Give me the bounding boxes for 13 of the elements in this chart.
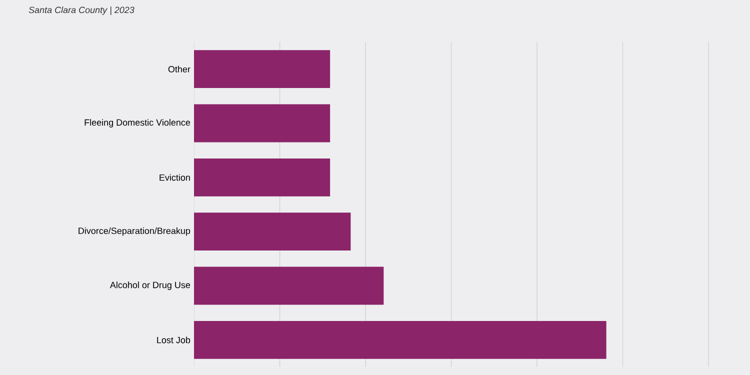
bar: [194, 212, 351, 251]
bar: [194, 320, 606, 359]
bar: [194, 266, 384, 305]
y-tick-label: Alcohol or Drug Use: [110, 282, 190, 290]
y-tick-label: Divorce/Separation/Breakup: [78, 227, 190, 236]
y-tick-label: Eviction: [160, 174, 190, 181]
text: Santa Clara County | 2023: [28, 6, 134, 16]
y-tick-label: Fleeing Domestic Violence: [84, 119, 190, 128]
y-tick-label: Other: [168, 66, 190, 72]
bar: [194, 50, 330, 88]
y-tick-label: Lost Job: [157, 336, 190, 344]
bar: [194, 158, 330, 196]
bar: [194, 104, 330, 142]
